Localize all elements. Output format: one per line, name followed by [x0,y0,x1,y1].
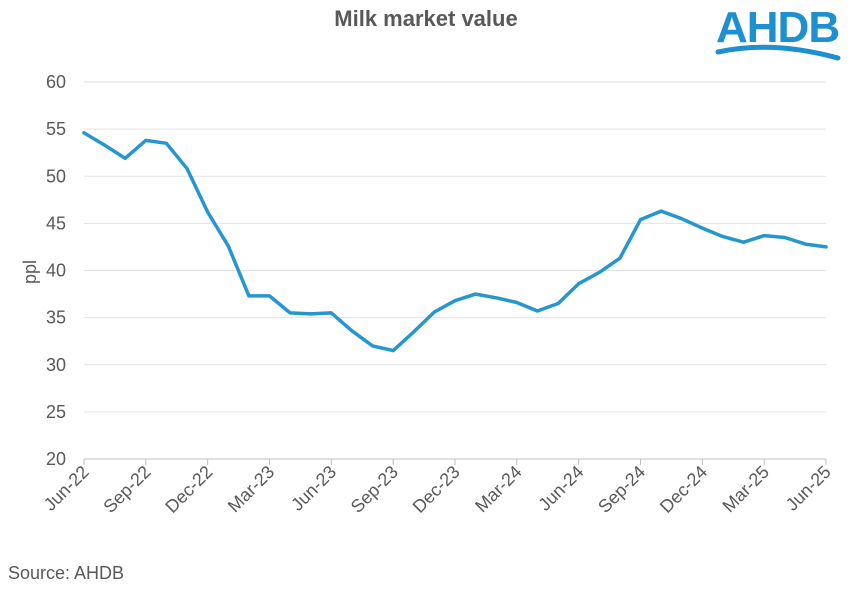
data-point [638,218,643,222]
data-point [556,301,560,306]
x-tick-label: Dec-24 [656,462,711,517]
data-point [680,217,684,221]
y-tick-label: 45 [46,213,66,233]
x-tick-label: Sep-22 [99,462,154,517]
y-tick-label: 20 [46,449,66,469]
x-tick-label: Sep-23 [347,462,402,517]
data-point [474,292,478,296]
data-point [329,311,333,315]
data-point [267,294,272,298]
y-axis-ticks: 20 25 30 35 40 45 50 55 60 [46,72,66,469]
data-point [535,309,540,313]
data-point [82,131,86,135]
data-point [783,235,787,240]
data-point [762,234,766,238]
data-point [453,299,457,303]
data-point [700,226,704,230]
data-point [618,256,622,260]
y-tick-label: 60 [46,72,66,92]
data-point [391,349,395,353]
data-point [123,156,127,160]
y-tick-label: 55 [46,119,66,139]
data-point [185,167,189,171]
data-point [144,138,148,143]
data-point [824,245,828,249]
y-axis-label: ppl [20,260,40,284]
data-point [226,244,230,248]
x-tick-label: Mar-25 [719,462,773,516]
data-point [659,209,663,213]
ahdb-logo: AHDB [712,0,842,69]
data-point [494,296,498,300]
gridlines [84,81,826,413]
data-point [370,344,375,348]
data-point [741,240,746,244]
data-point [103,143,107,147]
data-point [803,242,807,246]
x-tick-label: Jun-22 [40,462,93,515]
y-tick-label: 35 [46,308,66,328]
y-tick-label: 25 [46,402,66,422]
x-tick-label: Dec-23 [409,462,464,517]
data-point [247,294,251,298]
series-points [82,131,828,353]
data-point [309,312,313,316]
chart-title: Milk market value [334,6,518,31]
data-point [721,234,725,239]
x-tick-label: Dec-22 [161,462,216,517]
data-point [350,329,354,333]
x-tick-label: Sep-24 [594,462,649,517]
x-tick-label: Jun-23 [287,462,340,515]
data-point [515,300,519,305]
x-tick-label: Mar-23 [224,462,278,516]
x-tick-label: Jun-25 [782,462,835,515]
data-point [288,311,292,315]
data-point [597,270,601,274]
data-point [412,330,416,334]
data-point [577,282,581,286]
svg-text:AHDB: AHDB [716,3,839,52]
source-note: Source: AHDB [8,563,125,583]
data-point [432,310,436,314]
data-point [164,141,169,145]
x-tick-label: Jun-24 [534,462,587,515]
y-tick-label: 30 [46,355,66,375]
y-tick-label: 40 [46,261,66,281]
data-point [206,210,210,214]
x-axis-ticks: Jun-22 Sep-22 Dec-22 Mar-23 Jun-23 Sep-23 Dec-… [40,459,835,517]
y-tick-label: 50 [46,166,66,186]
x-tick-label: Mar-24 [471,462,525,516]
